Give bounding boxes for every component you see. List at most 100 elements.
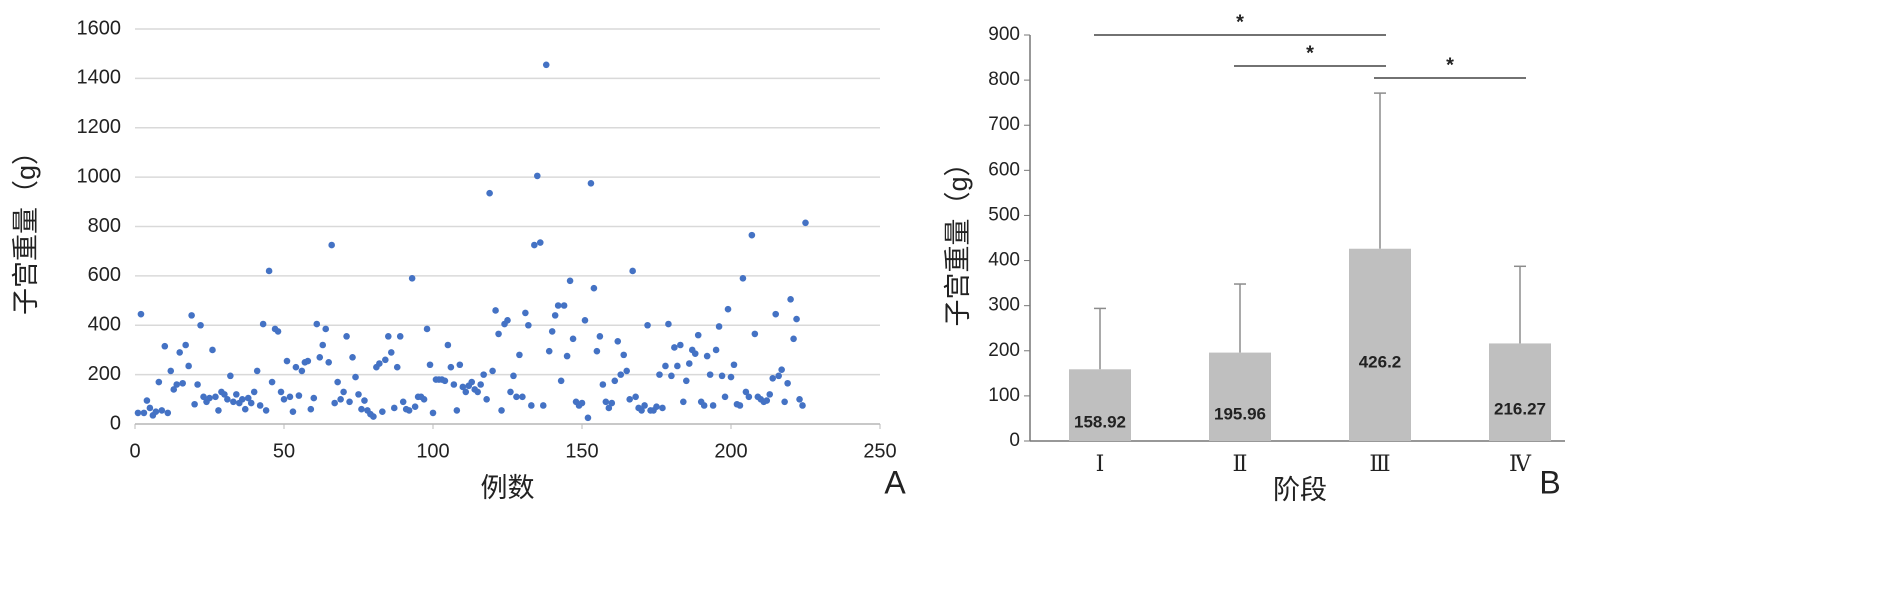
point (334, 378, 341, 386)
point (441, 377, 449, 385)
point (477, 381, 484, 388)
point (468, 378, 476, 386)
point (170, 386, 178, 393)
x-axis-title: 阶段 (1273, 475, 1327, 505)
point (492, 307, 499, 314)
point (259, 320, 267, 328)
bar (1209, 352, 1271, 441)
point (787, 296, 794, 303)
value-label: 216.27 (1494, 400, 1546, 419)
point (292, 363, 300, 371)
point (423, 325, 431, 333)
point (507, 388, 514, 396)
point (179, 379, 186, 387)
point (563, 352, 571, 360)
point (739, 275, 747, 282)
point (703, 352, 711, 360)
point (227, 372, 234, 380)
point (167, 367, 175, 375)
point (361, 397, 368, 404)
point (379, 408, 386, 415)
point (623, 367, 630, 375)
point (230, 398, 237, 406)
x-tick-label: 0 (129, 440, 140, 462)
point (644, 321, 651, 329)
point (286, 393, 294, 401)
point (343, 333, 350, 340)
point (483, 396, 490, 403)
bar (1489, 343, 1551, 441)
x-tick-label: 100 (416, 440, 449, 462)
point (146, 404, 154, 412)
point (298, 367, 306, 375)
point (194, 381, 201, 388)
point (346, 398, 353, 406)
point (212, 393, 219, 401)
point (685, 360, 693, 367)
point (182, 341, 189, 349)
point (459, 383, 467, 391)
point (602, 398, 610, 406)
point (405, 407, 413, 414)
point (474, 388, 482, 396)
point (802, 219, 809, 227)
y-tick-label: 200 (88, 363, 121, 385)
y-axis-title: 子宫重量（g） (11, 138, 41, 315)
point (683, 377, 690, 385)
x-tick-label: Ⅱ (1233, 452, 1248, 477)
point (316, 354, 324, 361)
point (534, 172, 541, 180)
point (718, 372, 726, 380)
point (268, 378, 276, 386)
point (176, 349, 183, 356)
point (608, 399, 616, 407)
point (709, 402, 717, 409)
point (253, 367, 261, 375)
point (632, 393, 639, 401)
point (140, 409, 148, 417)
value-label: 158.92 (1074, 413, 1126, 432)
point (525, 321, 532, 329)
y-tick-label: 1400 (77, 67, 122, 89)
point (349, 354, 356, 361)
y-tick-label: 0 (110, 412, 121, 434)
x-tick-label: 150 (565, 440, 598, 462)
point (337, 396, 344, 403)
point (542, 61, 550, 69)
point (158, 407, 166, 414)
point (328, 241, 335, 249)
panel-label: A (884, 464, 906, 500)
point (247, 399, 255, 407)
x-tick-label: 50 (273, 440, 295, 462)
point (539, 402, 547, 409)
point (796, 396, 803, 403)
y-axis-title: 子宫重量（g） (943, 149, 973, 326)
y-tick-label: 700 (988, 114, 1020, 135)
point (793, 315, 800, 323)
y-tick-label: 800 (988, 69, 1020, 90)
point (781, 398, 788, 406)
point (382, 356, 389, 364)
point (566, 277, 574, 285)
point (510, 372, 517, 380)
point (557, 377, 565, 385)
point (262, 407, 270, 414)
point (724, 305, 732, 313)
point (656, 371, 663, 378)
point (599, 381, 607, 388)
x-tick-label: Ⅲ (1369, 452, 1390, 477)
point (581, 317, 589, 324)
point (620, 351, 628, 359)
point (763, 397, 771, 404)
point (310, 394, 318, 402)
point (238, 396, 246, 403)
point (778, 366, 785, 373)
y-tick-label: 1000 (77, 165, 122, 187)
point (751, 330, 759, 338)
point (790, 335, 797, 343)
point (614, 337, 622, 345)
point (775, 372, 782, 380)
y-tick-label: 800 (88, 215, 121, 237)
point (730, 361, 738, 369)
